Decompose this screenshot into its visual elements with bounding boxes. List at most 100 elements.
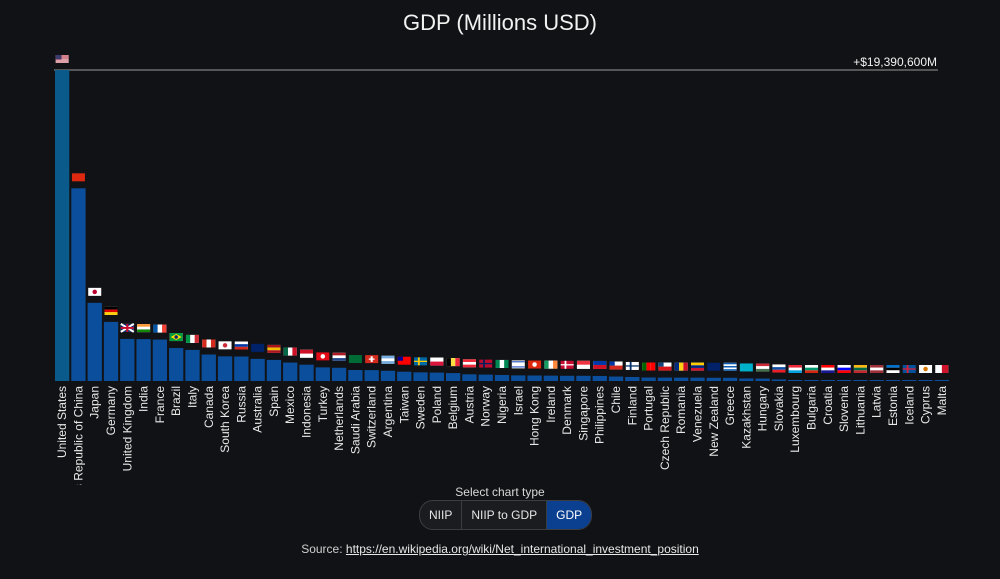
bar-norway[interactable] [478,374,493,381]
bar-finland[interactable] [625,376,640,381]
bar-hungary[interactable] [755,378,770,381]
bar-sweden[interactable] [413,372,428,381]
bar-denmark[interactable] [560,375,575,381]
category-label-luxembourg: Luxembourg [788,386,802,453]
flag-united-kingdom-icon [120,323,135,333]
bar-malta[interactable] [934,380,949,381]
bar-cyprus[interactable] [918,380,933,381]
bar-germany[interactable] [103,321,119,381]
flag-brazil-icon [169,333,183,342]
bar-lithuania[interactable] [853,380,868,381]
bar-united-kingdom[interactable] [120,338,135,381]
bar-japan[interactable] [87,302,102,381]
bar-turkey[interactable] [315,367,330,381]
category-label-singapore: Singapore [576,386,590,441]
bar-hong-kong[interactable] [527,375,542,381]
flag-greece-icon [723,362,737,371]
bar-greece[interactable] [722,377,738,381]
category-label-ireland: Ireland [544,386,558,423]
bar-romania[interactable] [674,377,689,381]
category-label-hong-kong: Hong Kong [528,386,542,446]
gdp-bar-chart: +$19,390,600M United States People's Repu… [54,55,949,485]
bar-estonia[interactable] [885,380,901,381]
bar-kazakhstan[interactable] [739,378,754,381]
bar-chile[interactable] [608,376,624,381]
bar-taiwan[interactable] [397,371,412,381]
bar-australia[interactable] [250,358,265,381]
gdp-option[interactable]: GDP [547,501,592,529]
bar-india[interactable] [136,339,151,381]
category-label-france: France [153,386,167,424]
bar-russia[interactable] [234,356,249,381]
bar-latvia[interactable] [869,380,884,381]
category-label-russia: Russia [234,386,248,423]
bar-czech-republic[interactable] [657,377,673,381]
bar-canada[interactable] [201,354,216,381]
bar-france[interactable] [152,339,168,381]
flag-lithuania-icon [853,365,867,373]
bar-iceland[interactable] [902,380,917,381]
niip-to-gdp-option[interactable]: NIIP to GDP [462,501,548,529]
flag-kazakhstan-icon [739,363,753,372]
flag-venezuela-icon [690,362,704,371]
flag-malta-icon [935,365,949,373]
flag-slovakia-icon [772,364,786,373]
bar-switzerland[interactable] [364,370,379,381]
flag-france-icon [153,324,167,333]
flag-south-korea-icon [218,341,232,350]
bar-spain[interactable] [266,359,282,381]
flag-united-states-icon [55,55,69,63]
bar-new-zealand[interactable] [706,377,721,381]
flag-romania-icon [674,362,688,371]
flag-argentina-icon [381,355,395,364]
bar-portugal[interactable] [641,377,656,381]
bar-croatia[interactable] [820,380,835,381]
bar-italy[interactable] [185,349,200,381]
category-label-finland: Finland [625,386,639,425]
category-label-romania: Romania [674,386,688,434]
bar-nigeria[interactable] [494,374,510,381]
bar-singapore[interactable] [576,375,591,381]
flag-indonesia-icon [300,349,314,358]
category-label-austria: Austria [462,386,476,424]
bar-argentina[interactable] [380,370,396,381]
category-label-poland: Poland [430,386,444,423]
category-label-lithuania: Lithuania [853,386,867,435]
bar-slovakia[interactable] [771,379,787,381]
chart-type-selector: NIIP NIIP to GDP GDP [419,500,593,530]
bar-slovenia[interactable] [836,380,852,381]
bar-netherlands[interactable] [331,367,347,381]
category-label-malta: Malta [935,386,949,416]
flag-saudi-arabia-icon [348,355,362,364]
bar-ireland[interactable] [543,375,559,381]
bar-venezuela[interactable] [690,377,705,381]
bar-saudi-arabia[interactable] [348,370,363,381]
reference-label: +$19,390,600M [853,55,937,69]
bar-south-korea[interactable] [217,356,233,381]
category-label-mexico: Mexico [283,386,297,424]
bar-indonesia[interactable] [299,364,314,381]
bar-austria[interactable] [462,374,477,381]
flag-spain-icon [267,344,281,353]
bar-luxembourg[interactable] [788,379,803,381]
bar-brazil[interactable] [169,348,184,381]
category-label-norway: Norway [479,386,493,427]
bar-people-s-republic-of-china[interactable] [71,188,86,381]
flag-sweden-icon [414,357,428,366]
flag-singapore-icon [576,360,590,369]
niip-option[interactable]: NIIP [420,501,463,529]
flag-estonia-icon [886,365,900,373]
bar-united-states[interactable] [55,70,70,381]
bar-israel[interactable] [511,375,526,381]
bar-poland[interactable] [429,372,444,381]
bar-philippines[interactable] [592,375,607,381]
flag-netherlands-icon [332,352,346,361]
category-label-indonesia: Indonesia [300,386,314,438]
bar-bulgaria[interactable] [804,380,819,381]
flag-norway-icon [479,359,493,368]
chart-title: GDP (Millions USD) [403,10,597,35]
category-label-hungary: Hungary [756,386,770,431]
source-link[interactable]: https://en.wikipedia.org/wiki/Net_intern… [345,542,699,556]
bar-belgium[interactable] [445,373,461,381]
bar-mexico[interactable] [283,362,298,381]
